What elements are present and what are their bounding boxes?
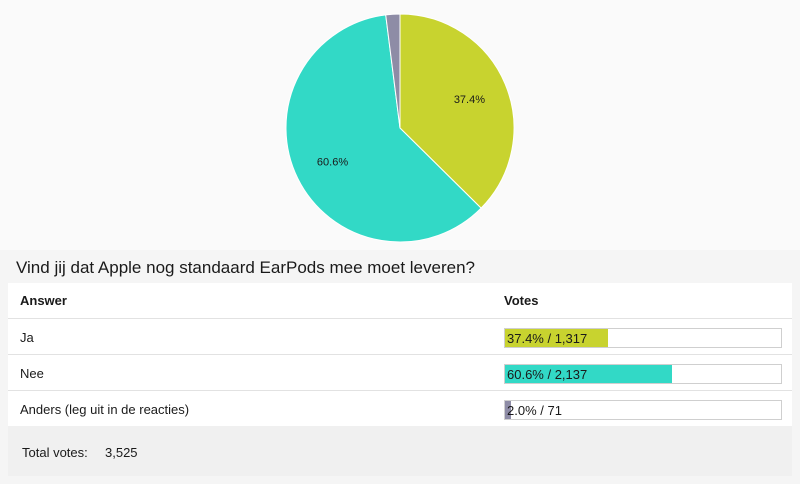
answer-label: Ja bbox=[20, 330, 34, 345]
vote-bar-track: 60.6% / 2,137 bbox=[504, 364, 782, 384]
table-row: Anders (leg uit in de reacties) 2.0% / 7… bbox=[8, 391, 792, 427]
vote-bar-fill bbox=[505, 365, 673, 383]
answer-label: Anders (leg uit in de reacties) bbox=[20, 402, 190, 417]
pie-slice bbox=[399, 13, 515, 209]
vote-bar-label: 37.4% / 1,317 bbox=[507, 331, 588, 346]
votes-column-header: Votes bbox=[504, 293, 539, 308]
vote-bar-track: 2.0% / 71 bbox=[504, 400, 782, 420]
vote-bar: 60.6% / 2,137 bbox=[504, 364, 782, 384]
pie-chart-area: 37.4% 60.6% bbox=[285, 13, 515, 243]
total-votes-value: 3,525 bbox=[105, 445, 138, 460]
pie-slice bbox=[385, 13, 401, 129]
vote-bar: 37.4% / 1,317 bbox=[504, 328, 782, 348]
pie-slice-label: 60.6% bbox=[317, 156, 348, 168]
pie-slice-label: 37.4% bbox=[454, 94, 485, 106]
table-header-row: Answer Votes bbox=[8, 283, 792, 319]
pie-chart: 37.4% 60.6% bbox=[285, 13, 515, 243]
poll-question: Vind jij dat Apple nog standaard EarPods… bbox=[16, 258, 475, 277]
vote-bar-label: 60.6% / 2,137 bbox=[507, 367, 588, 382]
poll-results-table: Answer Votes Ja 37.4% / 1,317 Nee 60.6% … bbox=[8, 283, 792, 427]
answer-label: Nee bbox=[20, 366, 44, 381]
table-row: Ja 37.4% / 1,317 bbox=[8, 319, 792, 355]
table-row: Nee 60.6% / 2,137 bbox=[8, 355, 792, 391]
answer-column-header: Answer bbox=[20, 293, 67, 308]
total-votes-row: Total votes: 3,525 bbox=[8, 426, 792, 476]
total-votes-label: Total votes: bbox=[22, 445, 88, 460]
vote-bar-label: 2.0% / 71 bbox=[507, 403, 562, 418]
vote-bar-fill bbox=[505, 401, 511, 419]
vote-bar-track: 37.4% / 1,317 bbox=[504, 328, 782, 348]
vote-bar: 2.0% / 71 bbox=[504, 400, 782, 420]
vote-bar-fill bbox=[505, 329, 609, 347]
pie-slice bbox=[285, 14, 482, 243]
